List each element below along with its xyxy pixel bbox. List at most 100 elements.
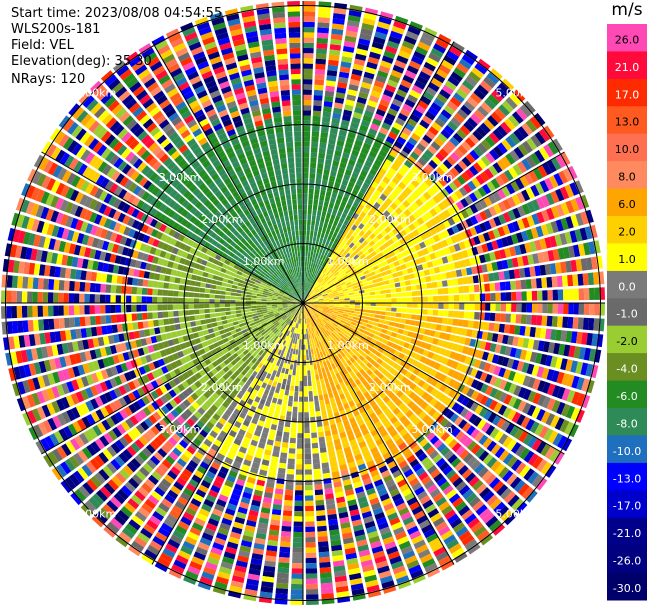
radar-gate	[378, 65, 391, 74]
radar-gate	[152, 511, 164, 522]
radar-gate	[519, 243, 527, 255]
radar-gate	[390, 163, 400, 172]
radar-gate	[490, 460, 502, 472]
radar-gate	[398, 340, 406, 347]
radar-gate	[390, 447, 400, 456]
radar-gate	[242, 491, 252, 500]
radar-gate	[572, 274, 579, 286]
radar-gate	[298, 312, 301, 319]
radar-gate	[257, 420, 265, 427]
radar-gate	[505, 422, 515, 435]
radar-gate	[72, 366, 81, 377]
radar-gate	[422, 558, 436, 569]
radar-gate	[127, 498, 140, 510]
radar-gate	[406, 291, 413, 297]
radar-gate	[366, 323, 373, 329]
radar-gate	[406, 65, 419, 75]
radar-gate	[416, 217, 425, 226]
radar-gate	[197, 407, 206, 416]
radar-gate	[370, 306, 376, 310]
radar-gate	[530, 227, 539, 239]
radar-gate	[106, 445, 117, 457]
radar-gate	[402, 550, 416, 560]
radar-gate	[317, 270, 321, 276]
radar-gate	[314, 79, 325, 86]
radar-gate	[222, 324, 229, 329]
radar-gate	[286, 331, 291, 337]
radar-gate	[317, 530, 328, 537]
radar-gate	[391, 189, 400, 198]
radar-gate	[237, 373, 244, 380]
radar-gate	[61, 443, 72, 457]
radar-gate	[305, 256, 308, 262]
radar-gate	[146, 393, 155, 403]
radar-gate	[80, 503, 94, 517]
radar-gate	[363, 12, 377, 21]
radar-gate	[306, 288, 310, 294]
radar-gate	[179, 342, 187, 350]
radar-gate	[350, 381, 357, 389]
radar-gate	[324, 337, 329, 344]
radar-gate	[388, 193, 396, 202]
radar-gate	[115, 364, 124, 374]
radar-gate	[394, 398, 403, 407]
radar-gate	[320, 314, 325, 319]
radar-gate	[504, 118, 516, 131]
radar-gate	[506, 258, 514, 269]
radar-gate	[469, 338, 477, 347]
radar-gate	[327, 143, 335, 150]
radar-gate	[369, 233, 376, 240]
radar-gate	[377, 365, 384, 372]
radar-gate	[424, 479, 435, 490]
radar-gate	[332, 291, 339, 295]
radar-gate	[248, 444, 257, 452]
radar-gate	[323, 305, 329, 307]
radar-gate	[493, 272, 500, 281]
radar-gate	[328, 299, 335, 302]
radar-gate	[218, 369, 226, 377]
radar-gate	[251, 417, 259, 425]
radar-gate	[224, 352, 232, 359]
radar-gate	[450, 192, 460, 203]
radar-gate	[199, 537, 212, 547]
radar-gate	[216, 452, 225, 461]
radar-gate	[361, 511, 373, 519]
radar-gate	[375, 273, 382, 279]
radar-gate	[411, 314, 417, 320]
radar-gate	[263, 389, 270, 396]
radar-gate	[462, 276, 469, 285]
radar-gate	[563, 344, 571, 357]
radar-gate	[442, 465, 453, 476]
radar-gate	[189, 561, 203, 571]
radar-gate	[221, 413, 230, 421]
radar-gate	[309, 343, 313, 350]
radar-gate	[432, 288, 439, 295]
radar-gate	[311, 136, 319, 143]
radar-gate	[474, 224, 483, 234]
radar-gate	[181, 389, 190, 398]
radar-gate	[313, 390, 318, 397]
radar-gate	[286, 468, 295, 475]
radar-gate	[420, 95, 432, 106]
radar-gate	[318, 277, 323, 283]
radar-gate	[488, 206, 498, 217]
radar-gate	[315, 319, 320, 324]
radar-gate	[337, 353, 343, 360]
radar-gate	[473, 525, 487, 538]
radar-gate	[434, 371, 443, 380]
radar-gate	[356, 48, 368, 56]
radar-gate	[476, 350, 485, 360]
radar-gate	[323, 483, 333, 490]
radar-gate	[321, 327, 326, 333]
radar-gate	[447, 318, 454, 326]
radar-gate	[309, 173, 316, 179]
radar-gate	[396, 381, 405, 390]
radar-gate	[153, 436, 164, 447]
radar-gate	[177, 374, 186, 383]
radar-gate	[364, 574, 378, 583]
radar-gate	[284, 421, 291, 428]
radar-gate	[453, 286, 459, 294]
radar-gate	[315, 252, 319, 259]
radar-gate	[186, 386, 194, 395]
radar-gate	[355, 257, 362, 263]
